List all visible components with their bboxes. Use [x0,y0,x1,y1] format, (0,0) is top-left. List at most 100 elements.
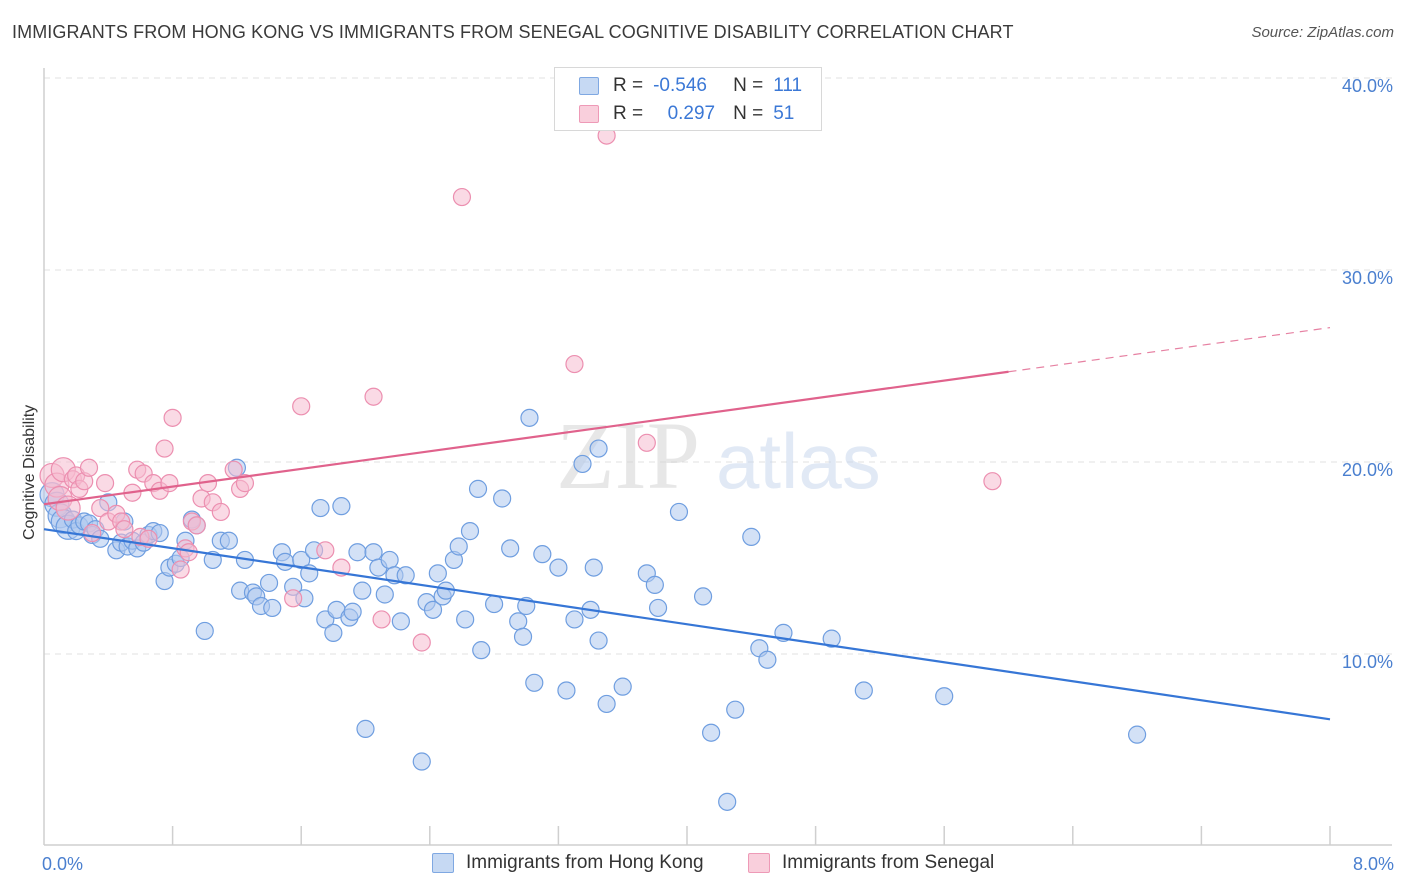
hong-kong-point [645,575,664,594]
source-label: Source: ZipAtlas.com [1251,24,1394,41]
senegal-point [284,589,303,608]
correlation-legend: R = -0.546 N = 111 R = 0.297 N = 51 [554,67,822,131]
hong-kong-point [460,522,480,541]
hong-kong-point [742,527,761,546]
legend-row-hong-kong: R = -0.546 N = 111 [555,72,802,100]
hong-kong-point [525,673,544,692]
hong-kong-point [822,629,841,648]
senegal-point [983,472,1002,491]
axes [43,68,1392,846]
hong-kong-point [693,587,713,606]
hong-kong-point [726,700,745,719]
hong-kong-point [557,681,576,700]
legend-item-senegal[interactable]: Immigrants from Senegal [748,852,994,874]
senegal-point [235,474,255,493]
hong-kong-point [195,621,214,641]
hong-kong-point [702,723,721,742]
hong-kong-point [311,498,330,518]
y-axis-title: Cognitive Disability [21,405,38,540]
hong-kong-point [613,677,632,696]
hong-kong-point [456,610,475,629]
watermark: ZIP atlas [556,402,881,509]
legend-r-value: 0.297 [667,103,716,124]
hong-kong-point [589,631,608,650]
senegal-point [115,520,134,539]
legend-swatch-blue [579,77,599,95]
hong-kong-point [396,566,415,585]
hong-kong-point [935,687,954,706]
hong-kong-point [669,502,689,522]
hong-kong-point [292,550,311,570]
hong-kong-point [263,598,282,618]
legend-swatch-blue [432,853,454,873]
x-tick-label: 0.0% [42,854,83,874]
legend-r-label: R = [613,75,644,96]
trend-line-senegal [43,370,1009,506]
watermark-atlas: atlas [716,417,881,505]
hong-kong-point [324,623,343,642]
senegal-point [83,523,102,543]
legend-swatch-pink [748,853,770,873]
senegal-point [95,474,115,493]
series-legend: Immigrants from Hong Kong Immigrants fro… [0,852,1406,878]
hong-kong-point [468,479,488,498]
hong-kong-point [573,454,592,474]
senegal-point [160,474,179,493]
hong-kong-point [428,564,447,583]
hong-kong-point [276,552,295,571]
senegal-point [211,502,230,522]
legend-n-label: N = [733,103,764,124]
hong-kong-point [219,531,238,550]
hong-kong-point [353,581,372,600]
senegal-point [163,408,182,427]
series-senegal-points [39,126,1002,652]
senegal-point [412,633,431,652]
hong-kong-point [423,600,443,619]
grid-lines [44,77,1392,655]
legend-n-label: N = [733,75,764,96]
hong-kong-point [449,537,468,556]
senegal-point [91,498,110,518]
hong-kong-point [380,550,399,570]
senegal-point [155,439,174,458]
x-tick-label: 8.0% [1353,854,1394,874]
senegal-point [452,187,472,207]
hong-kong-point [533,545,552,564]
y-tick-label: 40.0% [1342,76,1393,96]
legend-n-value: 111 [773,75,803,96]
legend-label-hong-kong: Immigrants from Hong Kong [466,852,704,873]
hong-kong-point [513,627,533,646]
hong-kong-point [589,439,608,458]
y-tick-label: 20.0% [1342,460,1393,480]
y-tick-label: 10.0% [1342,652,1393,672]
hong-kong-point [412,752,431,771]
hong-kong-point [549,558,568,577]
senegal-point [292,397,311,416]
hong-kong-point [718,792,737,811]
senegal-point [171,560,190,579]
senegal-point [187,516,206,535]
chart-title: IMMIGRANTS FROM HONG KONG VS IMMIGRANTS … [12,22,1014,42]
y-tick-labels: 10.0% 20.0% 30.0% 40.0% [1342,76,1393,672]
hong-kong-point [259,573,279,593]
hong-kong-point [854,681,873,700]
trend-lines [43,327,1331,721]
senegal-point [637,433,656,452]
hong-kong-point [493,489,512,508]
legend-item-hong-kong[interactable]: Immigrants from Hong Kong [432,852,704,874]
hong-kong-point [436,581,455,600]
hong-kong-point [356,719,375,738]
hong-kong-point [332,497,351,516]
x-tick-labels: 0.0% 8.0% [42,854,1394,874]
hong-kong-point [520,408,539,427]
hong-kong-point [375,585,394,604]
hong-kong-point [758,650,777,669]
trend-line-senegal-extrapolated [1008,327,1331,373]
hong-kong-point [584,558,603,577]
hong-kong-point [1127,725,1147,744]
senegal-point [224,460,243,479]
senegal-point [79,458,99,477]
hong-kong-point [597,694,616,714]
legend-r-value: -0.546 [653,75,707,96]
